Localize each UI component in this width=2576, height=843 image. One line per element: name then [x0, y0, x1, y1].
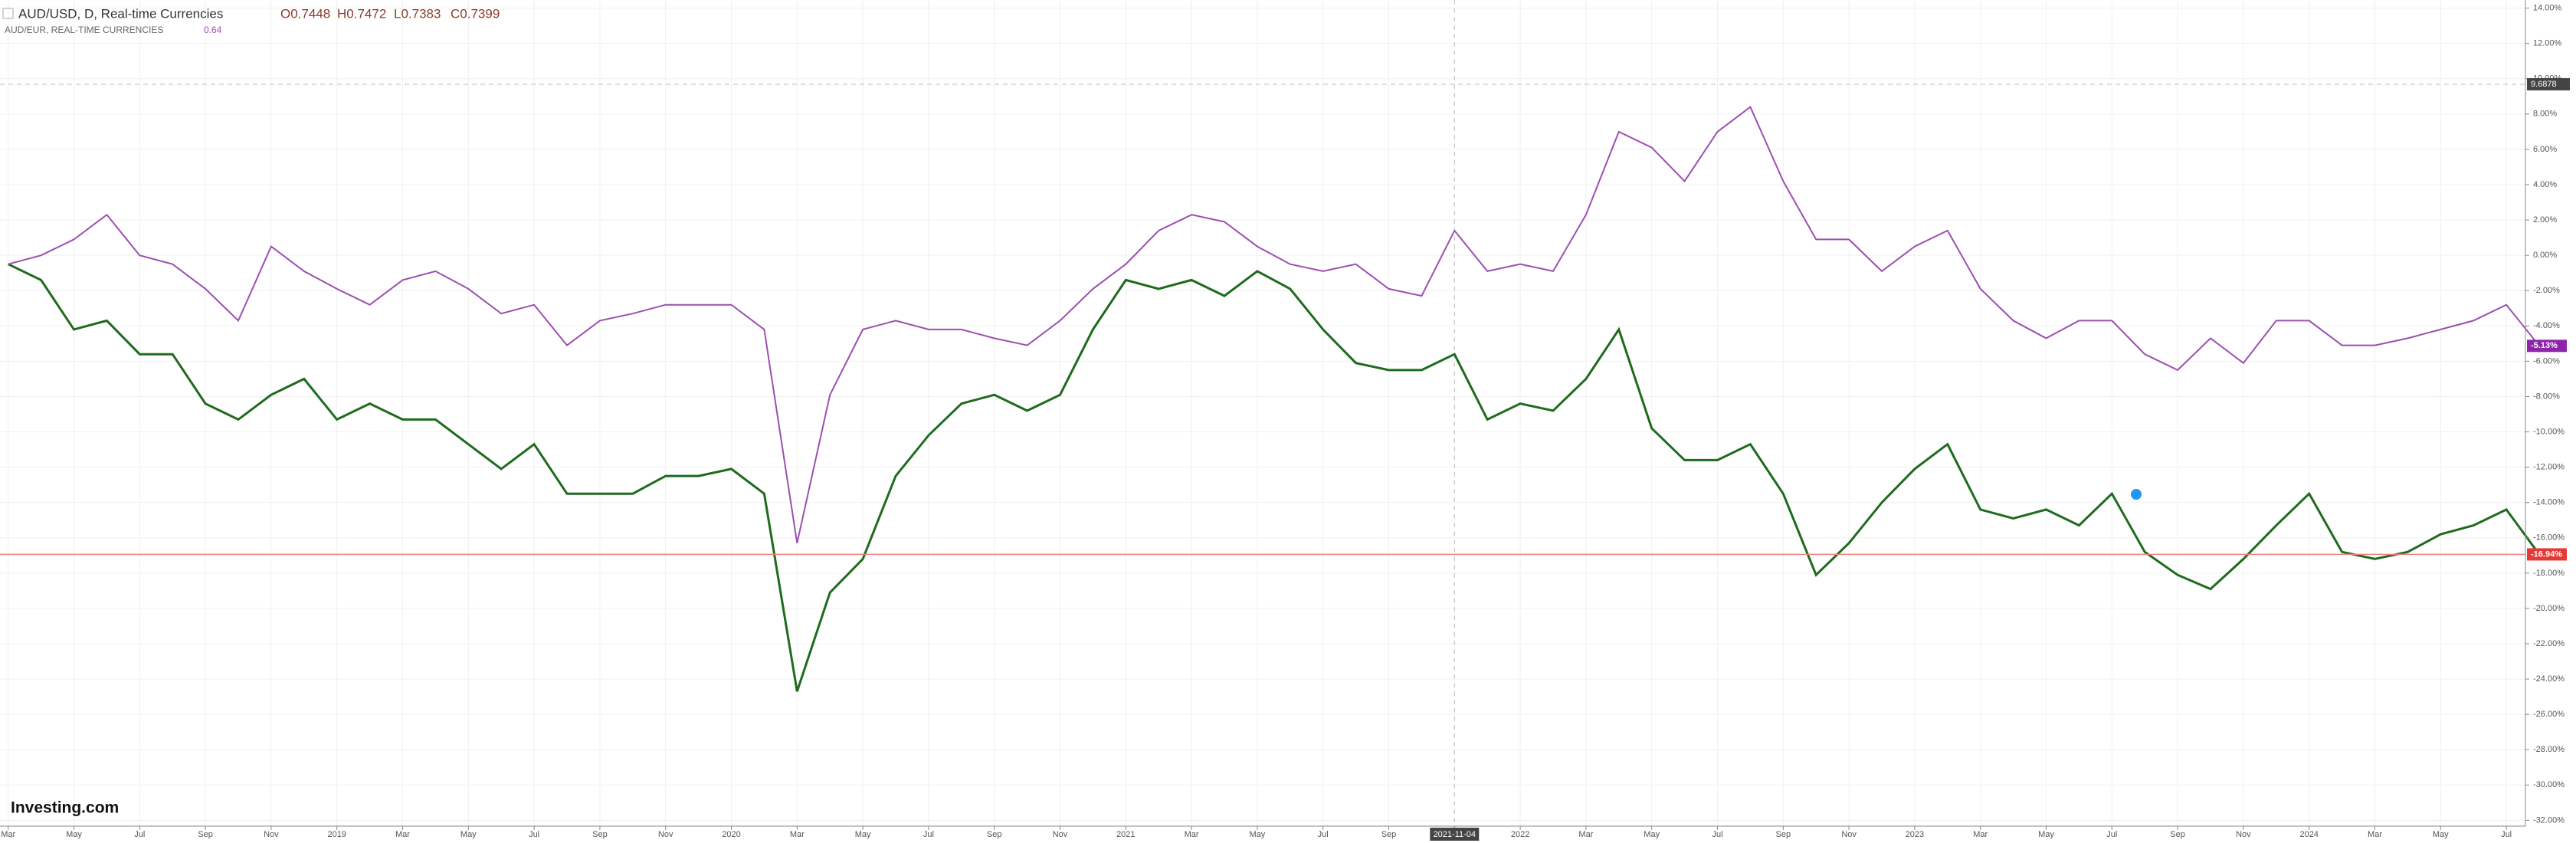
x-tick-label: Nov: [1841, 830, 1857, 839]
x-tick-label: Mar: [1578, 830, 1593, 839]
x-tick-label: 2021-11-04: [1434, 830, 1476, 839]
event-marker[interactable]: [2129, 487, 2143, 501]
x-tick-label: Mar: [1185, 830, 1199, 839]
x-tick-label: Nov: [658, 830, 673, 839]
series-line: [8, 263, 2541, 692]
crosshair-y-box: [2527, 77, 2570, 90]
x-tick-label: Sep: [1381, 830, 1397, 839]
x-tick-label: Jul: [2501, 830, 2512, 839]
x-tick-label: Jul: [1318, 830, 1329, 839]
y-tick-label: -32.00%: [2533, 815, 2565, 825]
value-label: -5.13%: [2531, 341, 2558, 350]
y-tick-label: 6.00%: [2533, 145, 2557, 154]
x-tick-label: 2021: [1116, 830, 1135, 839]
x-tick-label: Jul: [529, 830, 539, 839]
x-tick-label: Mar: [1, 830, 15, 839]
y-tick-label: -18.00%: [2533, 569, 2565, 578]
compare-symbol: AUD/EUR, REAL-TIME CURRENCIES: [5, 25, 163, 35]
y-tick-label: -4.00%: [2533, 321, 2560, 330]
x-tick-label: Nov: [264, 830, 279, 839]
y-tick-label: -24.00%: [2533, 674, 2565, 684]
x-tick-label: Mar: [790, 830, 805, 839]
x-tick-label: Nov: [1053, 830, 1068, 839]
x-tick-label: Jul: [2106, 830, 2117, 839]
value-label-box: [2527, 548, 2567, 561]
x-tick-label: 2019: [327, 830, 346, 839]
x-tick-label: Sep: [1776, 830, 1791, 839]
x-tick-label: Sep: [2170, 830, 2185, 839]
x-tick-label: May: [1644, 830, 1660, 839]
y-tick-label: 2.00%: [2533, 215, 2557, 225]
x-tick-label: May: [855, 830, 871, 839]
x-tick-label: Mar: [2368, 830, 2382, 839]
high: H0.7472: [337, 6, 386, 21]
x-tick-label: Sep: [987, 830, 1002, 839]
x-tick-label: Jul: [134, 830, 145, 839]
x-tick-label: 2023: [1906, 830, 1924, 839]
x-tick-label: 2024: [2299, 830, 2318, 839]
x-tick-label: May: [2038, 830, 2054, 839]
y-tick-label: 14.00%: [2533, 4, 2562, 13]
collapse-icon[interactable]: [2, 8, 14, 19]
y-tick-label: -26.00%: [2533, 710, 2565, 719]
marks: [0, 106, 2541, 692]
symbol: AUD/USD, D, Real-time Currencies: [18, 6, 223, 21]
x-tick-label: May: [1250, 830, 1266, 839]
y-tick-label: -22.00%: [2533, 639, 2565, 648]
low: L0.7383: [394, 6, 441, 21]
logo: Investing.com: [11, 799, 119, 817]
grid: [0, 0, 2525, 826]
y-tick-label: -12.00%: [2533, 463, 2565, 472]
y-tick-label: 4.00%: [2533, 180, 2557, 189]
y-tick-label: -28.00%: [2533, 745, 2565, 754]
x-tick-label: 2020: [722, 830, 740, 839]
x-tick-label: Jul: [923, 830, 934, 839]
crosshair-label-box: [1430, 828, 1480, 841]
x-tick-label: May: [460, 830, 477, 839]
series-line: [8, 106, 2540, 543]
x-tick-label: May: [2433, 830, 2449, 839]
y-tick-label: -30.00%: [2533, 780, 2565, 789]
y-tick-label: -16.00%: [2533, 533, 2565, 543]
x-tick-label: Nov: [2236, 830, 2251, 839]
y-tick-label: -6.00%: [2533, 356, 2560, 366]
y-tick-label: -8.00%: [2533, 392, 2560, 401]
x-tick-label: Sep: [198, 830, 213, 839]
y-tick-label: -2.00%: [2533, 286, 2560, 295]
x-tick-label: 2022: [1511, 830, 1529, 839]
open: O0.7448: [280, 6, 330, 21]
y-tick-label: 0.00%: [2533, 251, 2557, 260]
y-tick-label: -20.00%: [2533, 604, 2565, 613]
close: C0.7399: [451, 6, 500, 21]
x-tick-label: Sep: [592, 830, 608, 839]
y-tick-label: -10.00%: [2533, 427, 2565, 436]
crosshair-y-label: 9.6878: [2531, 80, 2557, 89]
x-tick-label: Mar: [395, 830, 410, 839]
value-label: -16.94%: [2531, 549, 2562, 559]
x-tick-label: Mar: [1973, 830, 1988, 839]
value-label-box: [2527, 339, 2567, 353]
y-tick-label: 8.00%: [2533, 110, 2557, 119]
y-tick-label: -14.00%: [2533, 498, 2565, 507]
x-tick-label: Jul: [1712, 830, 1722, 839]
x-tick-label: May: [66, 830, 82, 839]
y-tick-label: 12.00%: [2533, 39, 2562, 48]
compare-price: 0.64: [204, 25, 222, 35]
